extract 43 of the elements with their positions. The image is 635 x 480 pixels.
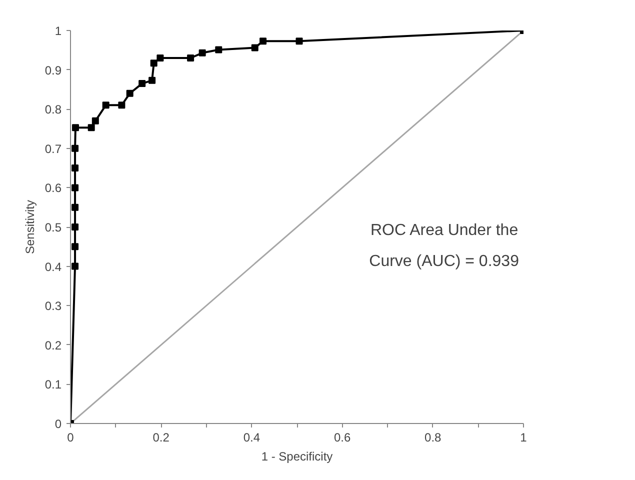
annotation: ROC Area Under the Curve (AUC) = 0.939 [369,222,520,270]
point [72,144,79,152]
point [138,80,146,88]
point [215,46,222,54]
y-tick-label: 0.3 [44,299,62,314]
point [198,49,206,56]
point [72,164,79,172]
point [102,102,110,109]
y-tick-label: 0.4 [44,260,62,274]
point [296,38,303,45]
point [92,117,99,124]
y-tick-label: 0.7 [44,142,62,156]
point [260,38,267,45]
y-tick-label: 0.6 [44,181,62,196]
x-tick-label: 0.4 [243,430,260,444]
point [72,184,79,192]
y-tick-label: 0.1 [44,378,62,392]
y-tick-label: 0.8 [44,102,62,117]
point [251,44,258,52]
y-tick-label: 0.9 [44,63,62,78]
point [72,204,79,211]
y-tick-label: 0.5 [44,220,62,234]
point [72,243,79,250]
y-axis-title: Sensitivity [22,200,37,254]
point [72,224,79,230]
x-tick-label: 1 [520,430,528,444]
point [118,102,126,109]
point [72,262,79,270]
y-tick-label: 1 [54,24,62,38]
point [148,76,156,84]
point [72,124,79,132]
x-tick-label: 0.2 [152,430,170,444]
x-tick-label: 0 [67,430,74,444]
point [126,90,134,97]
point [187,54,194,62]
y-tick-label: 0 [54,417,62,431]
point [150,60,158,67]
x-tick-label: 0.6 [334,430,351,444]
point [156,54,164,62]
x-tick-label: 0.8 [424,430,442,444]
point [88,124,95,132]
x-axis-title: 1 - Specificity [261,450,333,464]
y-tick-label: 0.2 [44,338,62,352]
